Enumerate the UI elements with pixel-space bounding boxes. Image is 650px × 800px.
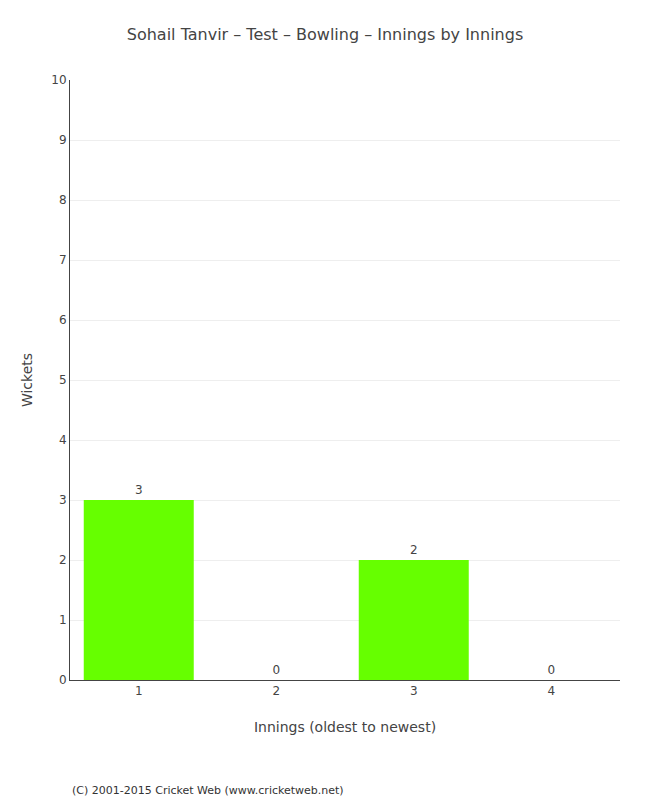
- svg-text:3: 3: [135, 483, 143, 497]
- svg-text:7: 7: [59, 253, 67, 267]
- svg-text:0: 0: [272, 663, 280, 677]
- svg-text:Wickets: Wickets: [19, 353, 35, 407]
- svg-text:3: 3: [410, 684, 418, 698]
- svg-text:3: 3: [59, 493, 67, 507]
- svg-text:9: 9: [59, 133, 67, 147]
- svg-text:2: 2: [272, 684, 280, 698]
- svg-text:4: 4: [547, 684, 555, 698]
- svg-text:2: 2: [59, 553, 67, 567]
- svg-text:(C) 2001-2015 Cricket Web (www: (C) 2001-2015 Cricket Web (www.cricketwe…: [72, 784, 344, 797]
- svg-text:2: 2: [410, 543, 418, 557]
- svg-text:0: 0: [59, 673, 67, 687]
- svg-text:0: 0: [547, 663, 555, 677]
- svg-text:Innings (oldest to newest): Innings (oldest to newest): [254, 719, 436, 735]
- svg-text:1: 1: [135, 684, 143, 698]
- svg-text:8: 8: [59, 193, 67, 207]
- svg-text:Sohail Tanvir – Test – Bowling: Sohail Tanvir – Test – Bowling – Innings…: [127, 25, 523, 44]
- svg-text:1: 1: [59, 613, 67, 627]
- svg-text:4: 4: [59, 433, 67, 447]
- svg-text:10: 10: [51, 73, 66, 87]
- svg-text:6: 6: [59, 313, 67, 327]
- svg-text:5: 5: [59, 373, 67, 387]
